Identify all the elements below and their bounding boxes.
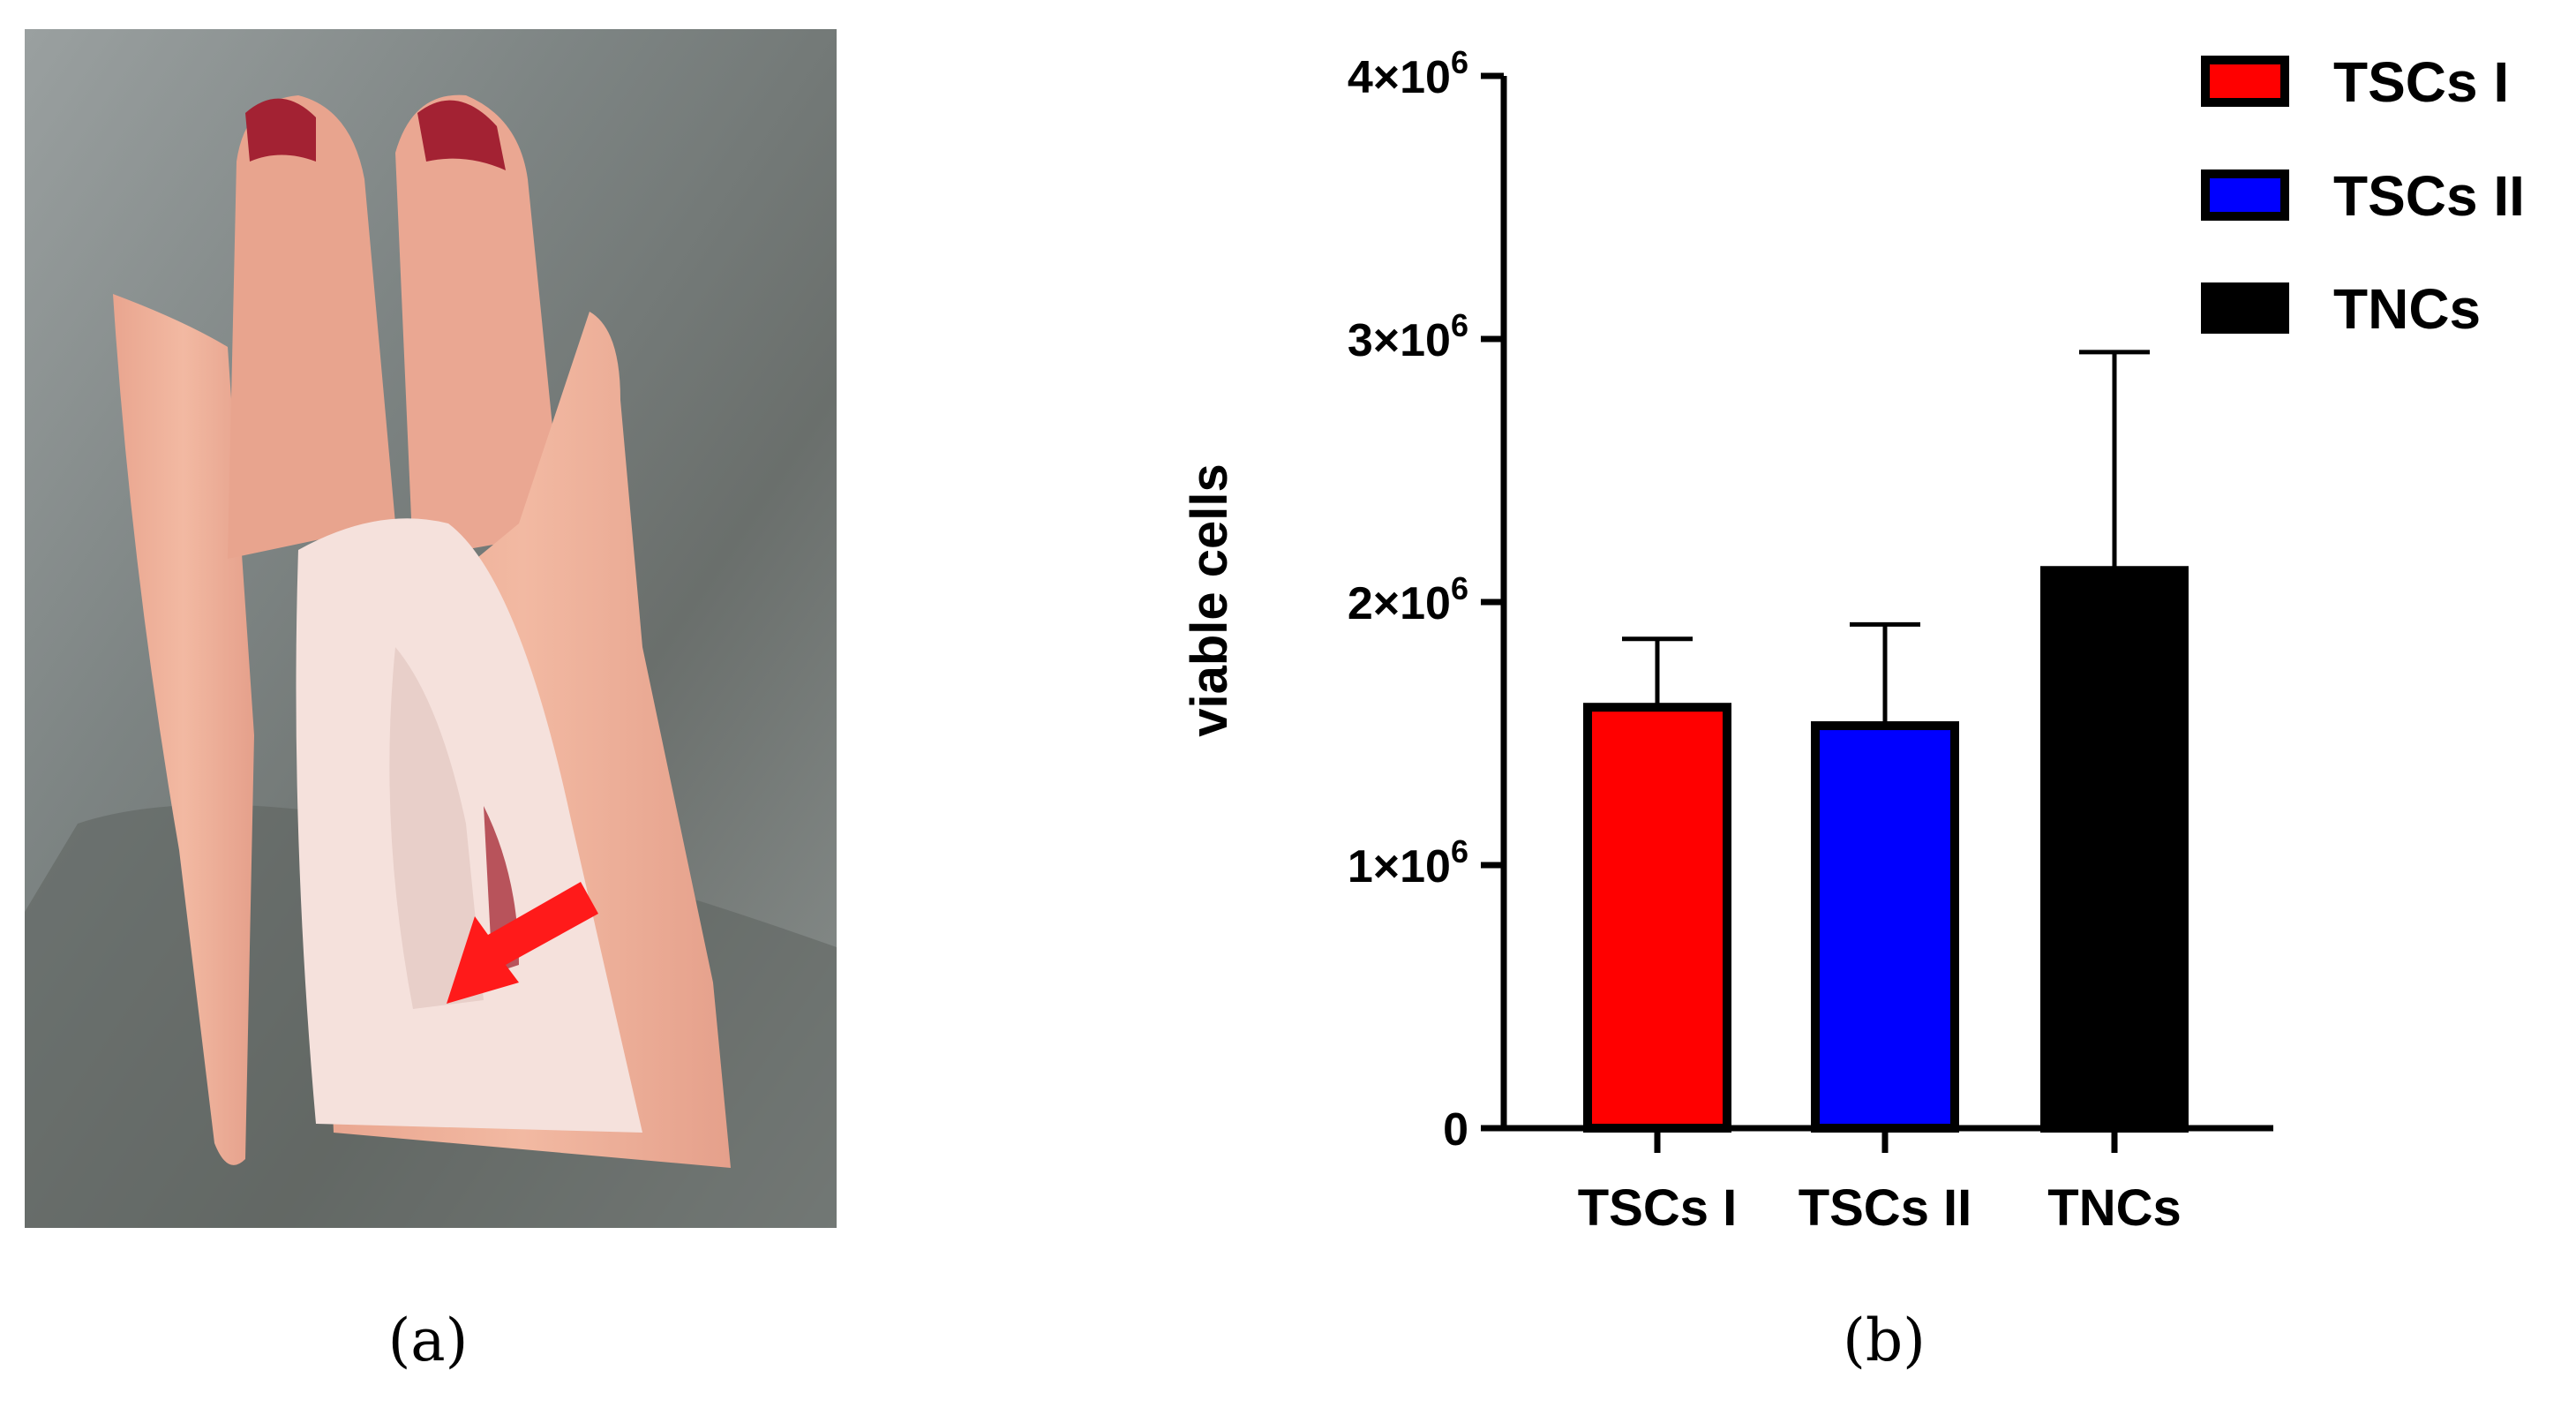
- bar-0: [1583, 703, 1731, 1133]
- legend-label-1: TSCs II: [2333, 164, 2525, 228]
- bar-2: [2040, 566, 2189, 1133]
- photo-dissected-foot: [25, 29, 837, 1228]
- legend-label-0: TSCs I: [2333, 50, 2509, 114]
- tendon-region: [389, 647, 484, 1009]
- red-arrow-icon: [447, 882, 598, 1004]
- panel-caption-a: (a): [387, 1306, 469, 1374]
- y-tick-label-3: 3×106: [1348, 307, 1468, 366]
- panel-caption-b: (b): [1843, 1306, 1926, 1374]
- legend-swatch-2: [2201, 282, 2289, 334]
- x-tick-label-1: TSCs II: [1799, 1179, 1972, 1237]
- y-axis-label: viable cells: [1181, 463, 1238, 737]
- bar-chart: 0 1×106 2×106 3×106 4×106 viable cells TSCs I T…: [1181, 44, 2525, 1237]
- hoof-right: [395, 94, 563, 559]
- x-tick-label-0: TSCs I: [1578, 1179, 1738, 1237]
- bar-chart-panel: 0 1×106 2×106 3×106 4×106 viable cells TSCs I T…: [1147, 0, 2576, 1289]
- legend-label-2: TNCs: [2333, 277, 2481, 341]
- hoof-left: [228, 95, 395, 559]
- y-tick-label-1: 1×106: [1348, 833, 1468, 892]
- hoof-tip-left: [245, 98, 316, 162]
- exposed-tissue: [296, 518, 642, 1133]
- legend-swatch-0: [2201, 56, 2289, 107]
- photo-illustration: [25, 29, 837, 1228]
- hoof-tip-right: [417, 100, 506, 170]
- legend-swatch-1: [2201, 169, 2289, 221]
- y-tick-label-4: 4×106: [1348, 44, 1468, 103]
- y-tick-label-2: 2×106: [1348, 570, 1468, 629]
- y-tick-label-0: 0: [1443, 1104, 1468, 1156]
- bar-1: [1811, 721, 1959, 1133]
- dewclaw-left: [113, 294, 254, 1165]
- x-tick-label-2: TNCs: [2047, 1179, 2181, 1237]
